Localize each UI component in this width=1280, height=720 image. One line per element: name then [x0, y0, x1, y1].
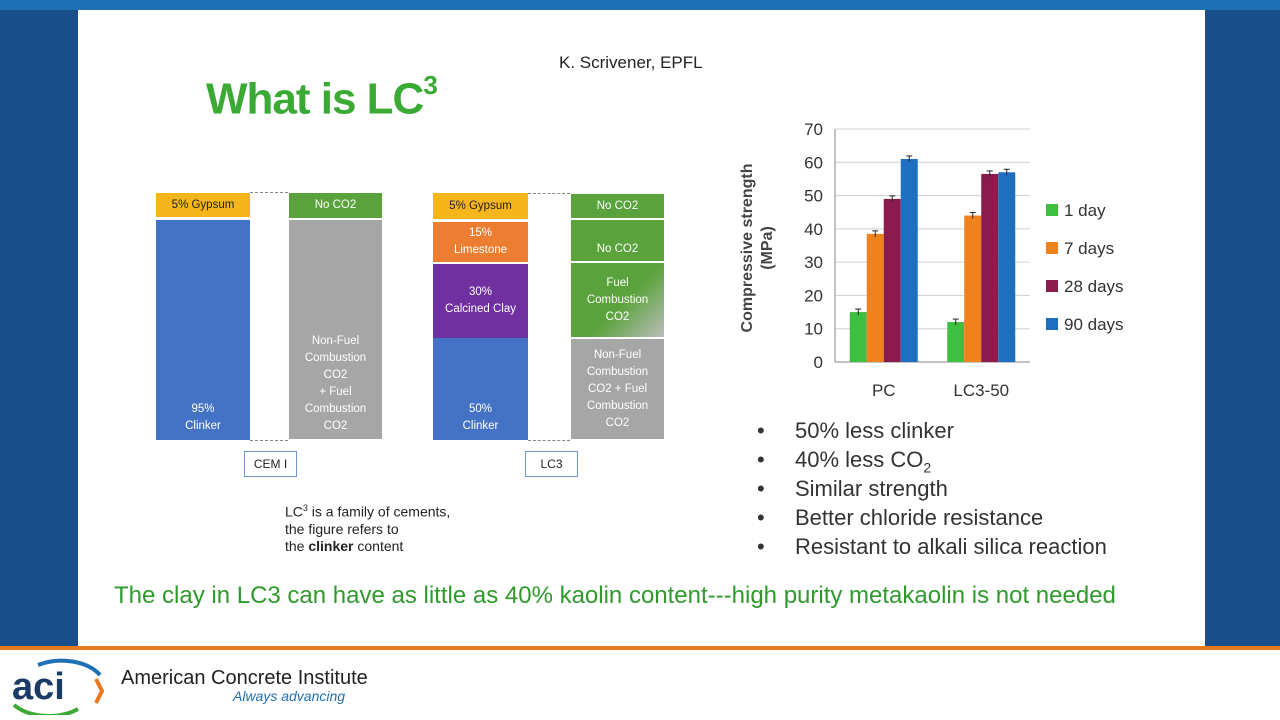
bullet-item: Better chloride resistance [757, 503, 1107, 532]
cem-no-co2-bar: No CO2 [288, 192, 383, 219]
lc3-no-co2-bar-a: No CO2 [570, 193, 665, 219]
lc3-combustion-bar: Non-Fuel Combustion CO2 + Fuel Combustio… [570, 338, 665, 440]
bar-28-days-LC3-50 [981, 173, 999, 362]
footer [0, 650, 1280, 720]
bar-90-days-LC3-50 [998, 172, 1016, 362]
lc3-top-dash [528, 193, 570, 194]
y-tick-label: 10 [804, 320, 823, 339]
bar-90-days-PC [900, 158, 918, 362]
footer-divider [0, 646, 1280, 650]
cem-combustion-bar: Non-Fuel Combustion CO2 + Fuel Combustio… [288, 219, 383, 440]
bullet-item: Resistant to alkali silica reaction [757, 532, 1107, 561]
bar-28-days-PC [883, 198, 901, 362]
legend-label: 28 days [1064, 277, 1124, 296]
kaolin-statement: The clay in LC3 can have as little as 40… [114, 582, 1116, 609]
org-tagline: Always advancing [233, 688, 346, 704]
left-frame [0, 10, 78, 646]
slide-title: What is LC3 [206, 70, 438, 124]
y-tick-label: 40 [804, 220, 823, 239]
y-tick-label: 20 [804, 286, 823, 305]
top-accent-bar [0, 0, 1280, 10]
legend-swatch [1046, 242, 1058, 254]
bar-1-day-PC [849, 312, 867, 362]
cem-clinker-bar: 95% Clinker [156, 220, 250, 440]
lc3-limestone-bar: 15% Limestone [433, 222, 528, 262]
org-name: American Concrete Institute [121, 667, 368, 689]
author-credit: K. Scrivener, EPFL [559, 53, 703, 72]
cem-label: CEM I [244, 451, 297, 477]
lc3-gypsum-bar: 5% Gypsum [433, 193, 528, 219]
cem-gypsum-bar: 5% Gypsum [156, 193, 250, 217]
lc3-no-co2-bar-b: No CO2 [570, 219, 665, 262]
legend-label: 1 day [1064, 201, 1106, 220]
compressive-strength-chart: 0 10 20 30 40 50 60 70 Compressive strength (MPa)… [739, 120, 1124, 400]
benefit-list: 50% less clinker 40% less CO2 Similar st… [757, 416, 1107, 561]
legend-swatch [1046, 204, 1058, 216]
bar-7-days-PC [866, 233, 884, 362]
y-tick-label: 50 [804, 187, 823, 206]
cem-top-dash [250, 192, 288, 193]
lc3-bottom-dash [528, 440, 570, 441]
legend-label: 7 days [1064, 239, 1114, 258]
cem-bottom-dash [250, 440, 288, 441]
y-tick-label: 0 [814, 353, 823, 372]
right-frame [1205, 10, 1280, 646]
lc3-clinker-bar: 50% Clinker [433, 338, 528, 440]
legend-label: 90 days [1064, 315, 1124, 334]
y-axis-label: Compressive strength (MPa) [739, 164, 776, 333]
aci-logo-icon: aci [12, 658, 104, 715]
bar-7-days-LC3-50 [964, 215, 982, 362]
lc3-label: LC3 [525, 451, 578, 477]
y-tick-label: 70 [804, 120, 823, 139]
bullet-item: Similar strength [757, 474, 1107, 503]
bar-1-day-LC3-50 [947, 322, 965, 362]
legend-swatch [1046, 318, 1058, 330]
bullet-item: 50% less clinker [757, 416, 1107, 445]
y-tick-label: 30 [804, 253, 823, 272]
y-tick-label: 60 [804, 153, 823, 172]
bullet-item: 40% less CO2 [757, 445, 1107, 475]
x-category-label: LC3-50 [953, 381, 1009, 400]
x-category-label: PC [872, 381, 896, 400]
lc3-fuel-bar: Fuel Combustion CO2 [570, 262, 665, 338]
svg-text:aci: aci [12, 666, 65, 708]
legend-swatch [1046, 280, 1058, 292]
lc3-clay-bar: 30% Calcined Clay [433, 264, 528, 338]
lc3-footnote: LC3 is a family of cements, the figure r… [285, 503, 451, 554]
